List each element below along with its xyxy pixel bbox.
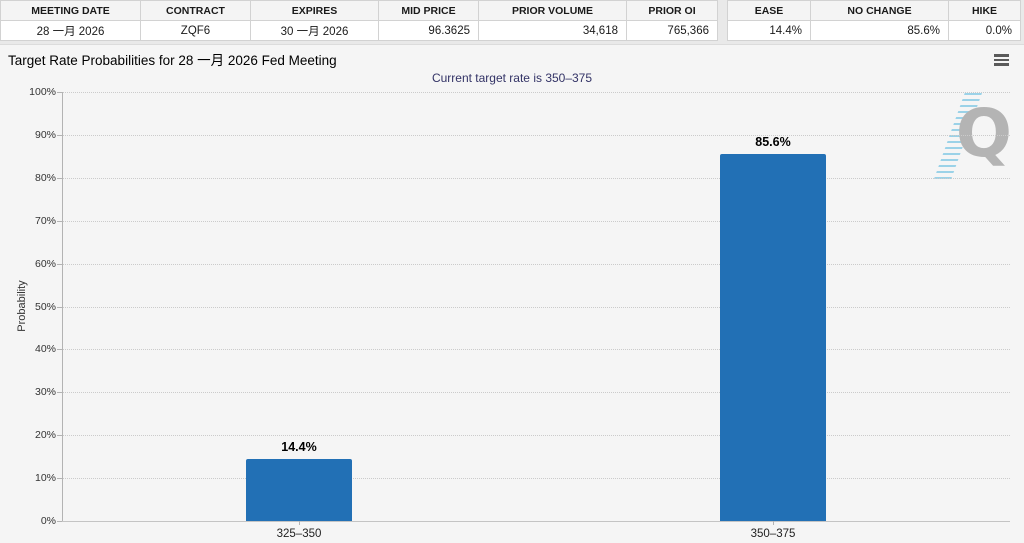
cell-value: 28 一月 2026 <box>0 20 141 41</box>
bar-value-label: 14.4% <box>281 440 317 455</box>
cell-value: 765,366 <box>626 20 718 41</box>
y-tick-label: 90% <box>34 128 56 141</box>
rate-move-probability-table: EASE NO CHANGE HIKE 14.4% 85.6% 0.0% <box>727 0 1021 41</box>
gridline <box>62 435 1010 437</box>
chart-context-menu-button[interactable] <box>991 51 1011 69</box>
column-header: CONTRACT <box>140 0 251 21</box>
cell-value: 96.3625 <box>378 20 479 41</box>
gridline <box>62 134 1010 136</box>
y-tick-label: 30% <box>34 386 56 399</box>
column-header: PRIOR OI <box>626 0 718 21</box>
column-header: MID PRICE <box>378 0 479 21</box>
cell-value: 85.6% <box>810 20 949 41</box>
probability-bar[interactable] <box>246 459 352 521</box>
y-tick-label: 20% <box>34 429 56 442</box>
y-axis-tick <box>57 392 62 394</box>
cell-value: ZQF6 <box>140 20 251 41</box>
bar-value-label: 85.6% <box>755 134 791 149</box>
probability-chart: Target Rate Probabilities for 28 一月 2026… <box>0 44 1024 543</box>
cell-value: 34,618 <box>478 20 627 41</box>
y-axis-tick <box>57 306 62 308</box>
column-header: EXPIRES <box>250 0 379 21</box>
y-axis-tick <box>57 177 62 179</box>
y-axis-tick <box>57 92 62 93</box>
x-axis-tick <box>773 521 774 525</box>
column-header: HIKE <box>948 0 1021 21</box>
y-axis-tick <box>57 435 62 437</box>
y-axis-tick <box>57 349 62 351</box>
y-axis-line <box>62 92 63 521</box>
rate-move-value-row: 14.4% 85.6% 0.0% <box>727 20 1021 41</box>
plot-area: 0% 10% 20% 30% 40% 50% 60% 70% 80% 90% 100% 14.4% 32… <box>0 45 1024 543</box>
hamburger-icon <box>994 63 1009 66</box>
y-tick-label: 70% <box>34 214 56 227</box>
y-axis-tick <box>57 263 62 265</box>
y-tick-label: 0% <box>40 515 56 527</box>
contract-info-value-row: 28 一月 2026 ZQF6 30 一月 2026 96.3625 34,618 765… <box>0 20 718 41</box>
cell-value: 30 一月 2026 <box>250 20 379 41</box>
hamburger-icon <box>994 54 1009 57</box>
y-tick-label: 60% <box>34 257 56 270</box>
gridline <box>62 92 1010 93</box>
gridline <box>62 392 1010 394</box>
y-axis-tick <box>57 478 62 480</box>
y-axis-tick <box>57 220 62 222</box>
x-axis-tick <box>299 521 300 525</box>
gridline <box>62 220 1010 222</box>
y-axis-tick <box>57 134 62 136</box>
column-header: NO CHANGE <box>810 0 949 21</box>
chart-subtitle: Current target rate is 350–375 <box>431 71 593 85</box>
y-tick-label: 50% <box>34 300 56 313</box>
hamburger-icon <box>994 58 1009 62</box>
chart-title: Target Rate Probabilities for 28 一月 2026… <box>8 53 337 68</box>
gridline <box>62 177 1010 179</box>
y-tick-label: 40% <box>34 343 56 356</box>
y-tick-label: 80% <box>34 171 56 184</box>
gridline <box>62 478 1010 480</box>
cell-value: 0.0% <box>948 20 1021 41</box>
summary-tables: MEETING DATE CONTRACT EXPIRES MID PRICE PRIO… <box>0 0 1024 41</box>
gridline <box>62 306 1010 308</box>
column-header: PRIOR VOLUME <box>478 0 627 21</box>
gridline <box>62 349 1010 351</box>
contract-info-table: MEETING DATE CONTRACT EXPIRES MID PRICE PRIO… <box>0 0 718 41</box>
probability-bar[interactable] <box>720 153 826 521</box>
y-axis-tick <box>57 521 62 522</box>
column-header: EASE <box>727 0 811 21</box>
x-category-label: 325–350 <box>276 528 322 540</box>
x-category-label: 350–375 <box>750 528 796 540</box>
gridline <box>62 263 1010 265</box>
x-axis-line <box>62 521 1010 522</box>
cell-value: 14.4% <box>727 20 811 41</box>
y-tick-label: 100% <box>29 86 56 98</box>
column-header: MEETING DATE <box>0 0 141 21</box>
rate-move-header-row: EASE NO CHANGE HIKE <box>727 0 1021 21</box>
contract-info-header-row: MEETING DATE CONTRACT EXPIRES MID PRICE PRIO… <box>0 0 718 21</box>
y-tick-label: 10% <box>34 472 56 485</box>
